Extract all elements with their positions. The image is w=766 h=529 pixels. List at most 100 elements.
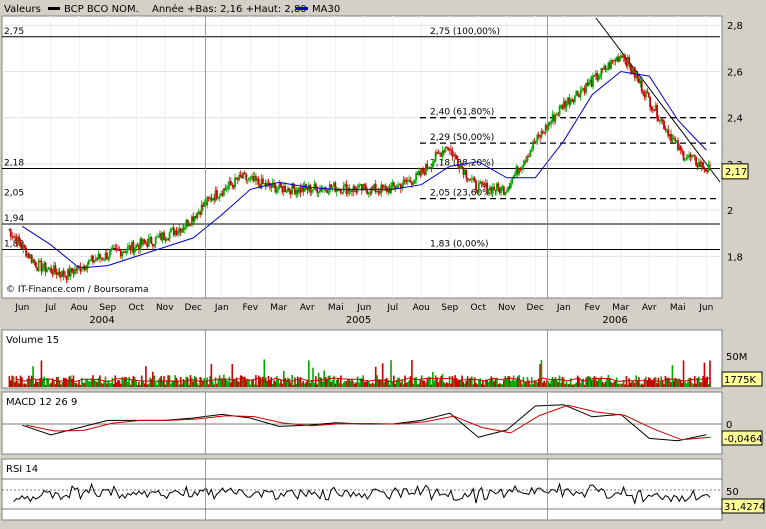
- volume-bar: [622, 379, 625, 387]
- volume-bar: [218, 375, 221, 387]
- candle-body: [551, 114, 554, 122]
- volume-bar: [494, 378, 497, 387]
- candle-body: [257, 178, 260, 184]
- volume-bar: [299, 377, 302, 387]
- candle-body: [592, 75, 594, 87]
- volume-bar: [572, 384, 575, 387]
- candle-body: [600, 68, 603, 76]
- candle-body: [544, 124, 547, 133]
- candle-body: [365, 185, 367, 191]
- candle-body: [512, 175, 515, 179]
- volume-bar: [461, 375, 463, 387]
- volume-bar: [58, 380, 61, 387]
- volume-bar: [145, 366, 147, 387]
- volume-bar: [675, 378, 678, 387]
- candle-body: [284, 185, 287, 192]
- volume-bar: [592, 379, 594, 387]
- candle-body: [292, 183, 295, 189]
- volume-bar: [139, 384, 142, 387]
- candle-body: [43, 262, 46, 269]
- volume-bar: [515, 379, 518, 387]
- volume-bar: [217, 379, 220, 387]
- volume-bar: [344, 380, 346, 387]
- year-label: 2006: [602, 315, 627, 326]
- volume-bar: [465, 380, 468, 387]
- candle-body: [628, 57, 631, 64]
- candle-body: [344, 184, 346, 186]
- volume-bar: [326, 379, 328, 387]
- candle-body: [469, 179, 472, 181]
- candle-body: [494, 189, 497, 191]
- volume-bar: [674, 377, 676, 387]
- volume-bar: [285, 379, 288, 387]
- candle-body: [133, 247, 136, 253]
- volume-bar: [132, 375, 135, 387]
- candle-body: [564, 101, 567, 108]
- volume-bar: [48, 384, 51, 387]
- volume-bar: [707, 384, 710, 387]
- fib-level-label: 2,75 (100,00%): [430, 27, 500, 37]
- volume-bar: [83, 382, 86, 387]
- volume-bar: [615, 377, 618, 387]
- legend-ma-swatch: [296, 7, 308, 10]
- candle-body: [118, 250, 121, 252]
- candle-body: [443, 150, 445, 153]
- volume-bar: [533, 379, 536, 387]
- volume-bar: [664, 375, 667, 387]
- volume-bar: [653, 377, 656, 387]
- candle-body: [48, 267, 51, 269]
- candle-body: [540, 131, 543, 138]
- candle-body: [267, 182, 270, 184]
- volume-bar: [120, 383, 122, 387]
- candle-body: [11, 236, 14, 238]
- volume-bar: [189, 375, 192, 387]
- volume-bar: [128, 376, 130, 387]
- candle-body: [654, 105, 657, 111]
- candle-body: [667, 129, 670, 137]
- candle-body: [157, 236, 160, 238]
- candle-body: [33, 259, 36, 263]
- candle-body: [514, 173, 516, 176]
- candle-body: [278, 182, 281, 188]
- volume-bar: [373, 384, 376, 387]
- volume-bar: [302, 380, 305, 387]
- candle-body: [119, 250, 122, 257]
- candle-body: [696, 165, 699, 167]
- volume-bar: [693, 376, 696, 387]
- candle-body: [615, 56, 618, 62]
- volume-bar: [94, 380, 97, 387]
- volume-bar: [672, 380, 675, 387]
- candle-body: [482, 183, 484, 185]
- candle-body: [107, 257, 110, 260]
- legend-stock-name: BCP BCO NOM.: [64, 4, 139, 15]
- candle-body: [164, 239, 167, 241]
- volume-bar: [143, 383, 146, 387]
- volume-bar: [443, 382, 445, 387]
- rsi-tick-label: 50: [726, 487, 739, 498]
- volume-bar: [391, 381, 394, 387]
- candle-body: [483, 184, 486, 187]
- candle-body: [224, 188, 227, 190]
- volume-bar: [525, 382, 527, 387]
- volume-bar: [654, 377, 657, 387]
- candle-body: [89, 260, 92, 262]
- candle-body: [18, 236, 21, 242]
- volume-bar: [60, 384, 62, 387]
- candle-body: [686, 156, 689, 158]
- volume-bar: [696, 377, 699, 387]
- volume-bar: [101, 383, 104, 387]
- volume-bar: [191, 378, 193, 387]
- candle-body: [668, 133, 671, 137]
- volume-bar: [419, 379, 422, 387]
- candle-body: [408, 179, 411, 182]
- volume-bar: [39, 378, 41, 387]
- candle-body: [614, 59, 617, 62]
- volume-bar: [319, 377, 321, 387]
- candle-body: [23, 244, 26, 248]
- candle-body: [228, 181, 231, 187]
- candle-body: [140, 238, 143, 245]
- candle-body: [690, 156, 693, 158]
- candle-body: [479, 181, 482, 184]
- candle-body: [433, 161, 436, 163]
- candle-body: [562, 101, 565, 110]
